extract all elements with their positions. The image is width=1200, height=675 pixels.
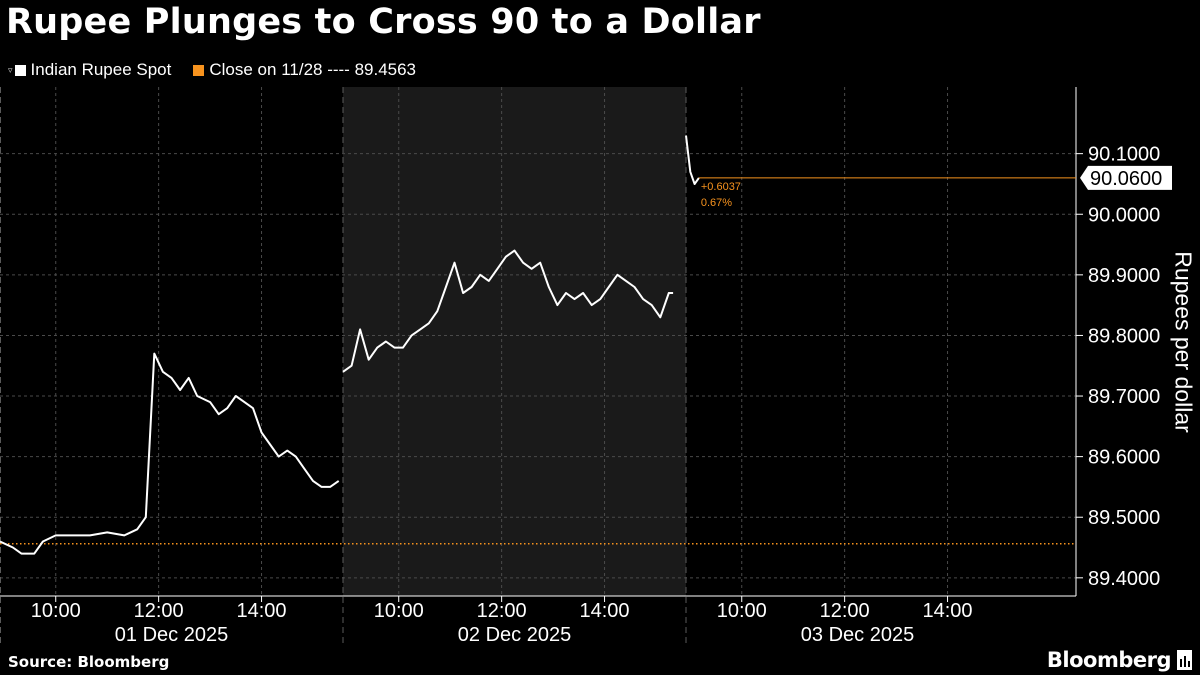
y-tick-label: 90.0000	[1088, 204, 1160, 226]
x-tick-label: 10:00	[717, 600, 767, 622]
series-layer	[0, 135, 700, 555]
series-line-spot-segment	[685, 135, 700, 185]
bar-chart-icon	[1177, 650, 1192, 670]
session-shade-1	[343, 87, 686, 596]
x-tick-label: 10:00	[31, 600, 81, 622]
x-tick-label: 12:00	[820, 600, 870, 622]
y-tick-label: 89.4000	[1088, 568, 1160, 590]
y-axis-label: Rupees per dollar	[1170, 251, 1197, 433]
legend: ▿ Indian Rupee Spot Close on 11/28 ---- …	[8, 60, 438, 80]
x-tick-label: 14:00	[237, 600, 287, 622]
annotation-layer: 90.0600 +0.6037 0.67%	[698, 165, 1172, 209]
x-date-label: 01 Dec 2025	[115, 624, 228, 646]
y-tick-label: 89.7000	[1088, 386, 1160, 408]
x-tick-label: 12:00	[477, 600, 527, 622]
axis-layer: 89.4000 89.5000 89.6000 89.7000 89.8000 89.90…	[0, 87, 1160, 646]
series-line-spot-segment	[0, 352, 340, 555]
x-date-label: 02 Dec 2025	[458, 624, 571, 646]
grid-layer	[0, 87, 1076, 646]
brand-name: Bloomberg	[1046, 648, 1172, 672]
y-tick-label: 89.8000	[1088, 325, 1160, 347]
y-tick-label: 90.1000	[1088, 144, 1160, 166]
x-tick-label: 14:00	[923, 600, 973, 622]
session-background-layer	[343, 87, 686, 596]
x-date-label: 03 Dec 2025	[801, 624, 914, 646]
legend-swatch-orange	[193, 64, 205, 76]
change-percent-annotation: 0.67%	[701, 197, 732, 209]
x-tick-label: 12:00	[134, 600, 184, 622]
line-marker-icon: ▿	[8, 64, 13, 75]
legend-label-close: Close on 11/28 ---- 89.4563	[209, 60, 417, 79]
y-tick-label: 89.9000	[1088, 265, 1160, 287]
series-line-spot-segment	[342, 249, 674, 373]
source-note: Source: Bloomberg	[8, 653, 170, 671]
y-tick-label: 89.6000	[1088, 447, 1160, 469]
brand-logo: Bloomberg	[1047, 648, 1192, 672]
legend-item-close: Close on 11/28 ---- 89.4563	[193, 60, 416, 80]
legend-label-spot: Indian Rupee Spot	[30, 60, 172, 79]
last-value-flag	[1080, 165, 1172, 190]
y-tick-label: 89.5000	[1088, 507, 1160, 529]
legend-swatch-white	[14, 64, 26, 76]
x-tick-label: 10:00	[374, 600, 424, 622]
chart-title: Rupee Plunges to Cross 90 to a Dollar	[6, 2, 761, 42]
x-tick-label: 14:00	[580, 600, 630, 622]
legend-item-spot: ▿ Indian Rupee Spot	[8, 60, 171, 80]
last-value-label: 90.0600	[1090, 168, 1162, 190]
change-annotation: +0.6037	[701, 181, 741, 193]
